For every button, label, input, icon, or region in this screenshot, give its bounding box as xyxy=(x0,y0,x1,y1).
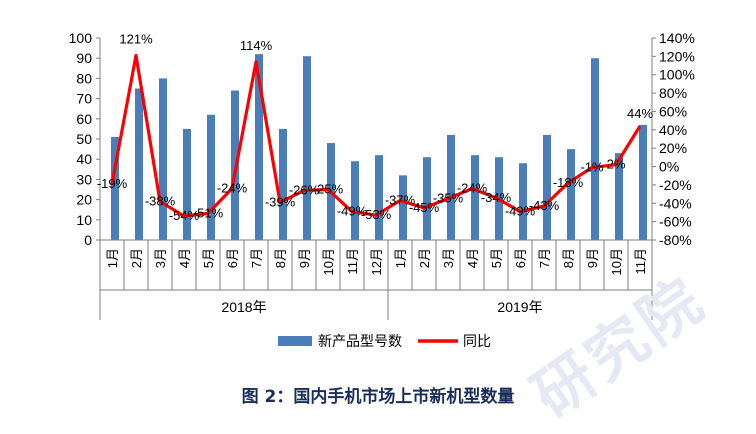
y-left-tick-label-5: 50 xyxy=(76,131,92,147)
bar-12 xyxy=(399,175,407,240)
figure-caption: 图 2：国内手机市场上市新机型数量 xyxy=(241,387,515,407)
line-data-label-18: -43% xyxy=(529,198,560,213)
legend-swatch-bars xyxy=(278,336,312,346)
x-tick-label-19: 8月 xyxy=(561,248,576,268)
y-left-tick-label-1: 10 xyxy=(76,212,92,228)
y-right-tick-label-9: 100% xyxy=(659,67,695,83)
y-right-tick-label-2: -40% xyxy=(659,195,692,211)
line-data-label-16: -34% xyxy=(481,190,512,205)
line-data-label-12: -37% xyxy=(385,193,416,208)
bar-14 xyxy=(447,134,455,240)
legend-label-bars: 新产品型号数 xyxy=(318,333,402,349)
bar-19 xyxy=(567,149,575,240)
y-right-tick-label-4: 0% xyxy=(659,159,679,175)
x-tick-label-21: 10月 xyxy=(609,248,624,275)
x-tick-label-7: 8月 xyxy=(273,248,288,268)
x-tick-label-20: 9月 xyxy=(585,248,600,268)
x-tick-label-12: 1月 xyxy=(393,248,408,268)
y-left-tick-label-0: 0 xyxy=(84,232,92,248)
x-tick-label-14: 3月 xyxy=(441,248,456,268)
y-right-tick-label-6: 40% xyxy=(659,122,687,138)
y-right-tick-label-7: 60% xyxy=(659,103,687,119)
bar-2 xyxy=(159,78,167,241)
bar-4 xyxy=(207,114,215,240)
y-left-tick-label-3: 30 xyxy=(76,171,92,187)
x-tick-label-10: 11月 xyxy=(345,248,360,275)
y-right-tick-label-11: 140% xyxy=(659,30,695,46)
bar-21 xyxy=(615,153,623,240)
group-label-0: 2018年 xyxy=(221,299,266,315)
bar-7 xyxy=(279,128,287,240)
line-data-label-8: -26% xyxy=(289,182,320,197)
line-data-label-2: -38% xyxy=(145,193,176,208)
x-tick-label-3: 4月 xyxy=(177,248,192,268)
x-tick-label-1: 2月 xyxy=(129,248,144,268)
y-left-tick-label-2: 20 xyxy=(76,192,92,208)
x-tick-label-4: 5月 xyxy=(201,248,216,268)
y-left-tick-label-8: 80 xyxy=(76,70,92,86)
bar-22 xyxy=(639,124,647,240)
bar-20 xyxy=(591,58,599,241)
x-tick-label-13: 2月 xyxy=(417,248,432,268)
bar-1 xyxy=(135,88,143,240)
y-left-tick-label-6: 60 xyxy=(76,111,92,127)
bar-6 xyxy=(255,54,263,240)
x-tick-label-15: 4月 xyxy=(465,248,480,268)
y-right-tick-label-8: 80% xyxy=(659,85,687,101)
line-data-label-10: -49% xyxy=(337,204,368,219)
x-tick-label-5: 6月 xyxy=(225,248,240,268)
bar-10 xyxy=(351,161,359,240)
x-tick-label-11: 12月 xyxy=(369,248,384,275)
x-tick-label-2: 3月 xyxy=(153,248,168,268)
y-left-tick-label-7: 70 xyxy=(76,91,92,107)
line-data-label-22: 44% xyxy=(627,106,653,121)
line-data-label-15: -24% xyxy=(457,181,488,196)
bar-3 xyxy=(183,128,191,240)
line-data-label-13: -45% xyxy=(409,200,440,215)
x-tick-label-0: 1月 xyxy=(105,248,120,268)
bar-11 xyxy=(375,155,383,240)
line-data-label-17: -49% xyxy=(505,204,536,219)
bar-17 xyxy=(519,163,527,240)
y-left-tick-label-10: 100 xyxy=(69,30,93,46)
bar-0 xyxy=(111,136,119,240)
x-tick-label-9: 10月 xyxy=(321,248,336,275)
line-data-label-7: -39% xyxy=(265,194,296,209)
line-data-label-0: -19% xyxy=(97,176,128,191)
y-left-tick-label-4: 40 xyxy=(76,151,92,167)
line-data-label-11: -53% xyxy=(361,207,392,222)
y-right-tick-label-5: 20% xyxy=(659,140,687,156)
bar-13 xyxy=(423,157,431,240)
x-tick-label-16: 5月 xyxy=(489,248,504,268)
x-tick-label-18: 7月 xyxy=(537,248,552,268)
x-tick-label-22: 11月 xyxy=(633,248,648,275)
line-series-yoy xyxy=(110,53,642,218)
legend-label-line: 同比 xyxy=(463,333,491,349)
chart: 0 10 20 30 40 50 60 70 80 90 100 -80% -60% -40% -20% 0%… xyxy=(69,30,695,349)
line-data-label-21: 2% xyxy=(607,157,626,172)
y-right-tick-label-3: -20% xyxy=(659,177,692,193)
y-right-tick-label-0: -80% xyxy=(659,232,692,248)
line-data-label-5: -24% xyxy=(217,181,248,196)
x-tick-label-6: 7月 xyxy=(249,248,264,268)
y-left-tick-label-9: 90 xyxy=(76,50,92,66)
line-data-label-4: -51% xyxy=(193,205,224,220)
line-data-label-3: -54% xyxy=(169,208,200,223)
line-data-label-9: -25% xyxy=(313,182,344,197)
line-data-label-1: 121% xyxy=(119,31,153,46)
bar-15 xyxy=(471,155,479,240)
bar-8 xyxy=(303,56,311,241)
x-tick-label-17: 6月 xyxy=(513,248,528,268)
line-data-label-14: -35% xyxy=(433,191,464,206)
bar-18 xyxy=(543,134,551,240)
group-label-1: 2019年 xyxy=(497,299,542,315)
y-right-tick-label-1: -60% xyxy=(659,214,692,230)
x-tick-label-8: 9月 xyxy=(297,248,312,268)
y-right-tick-label-10: 120% xyxy=(659,48,695,64)
line-data-label-20: -1% xyxy=(580,159,604,174)
line-data-label-6: 114% xyxy=(240,38,273,53)
line-data-label-19: -18% xyxy=(553,175,584,190)
